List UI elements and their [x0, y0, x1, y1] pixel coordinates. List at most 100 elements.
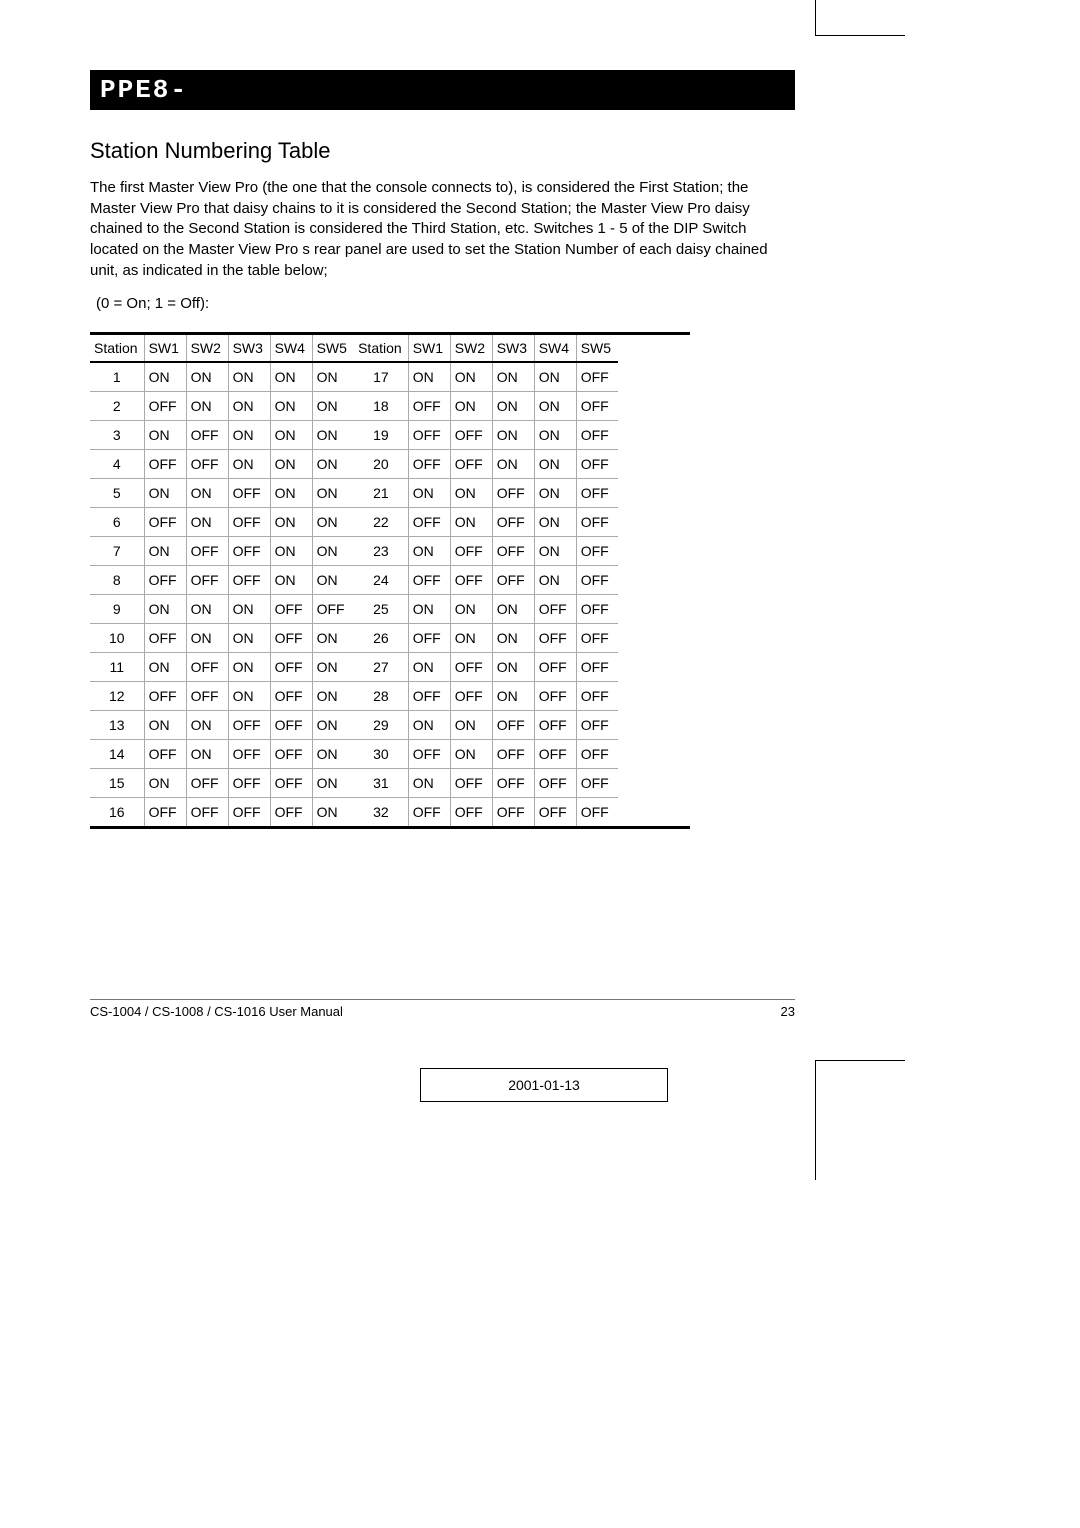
switch-cell: OFF	[450, 769, 492, 798]
switch-cell: OFF	[492, 479, 534, 508]
switch-cell: ON	[450, 479, 492, 508]
switch-cell: OFF	[228, 566, 270, 595]
switch-cell: ON	[408, 537, 450, 566]
switch-cell: ON	[270, 537, 312, 566]
table-header-row: Station SW1 SW2 SW3 SW4 SW5	[90, 335, 354, 362]
switch-cell: OFF	[144, 566, 186, 595]
station-cell: 8	[90, 566, 144, 595]
station-cell: 5	[90, 479, 144, 508]
switch-cell: ON	[228, 450, 270, 479]
crop-mark-bottom-right	[815, 1060, 905, 1180]
switch-cell: OFF	[408, 624, 450, 653]
switch-cell: ON	[312, 508, 354, 537]
switch-cell: OFF	[270, 653, 312, 682]
switch-cell: ON	[534, 362, 576, 392]
station-cell: 31	[354, 769, 408, 798]
switch-cell: OFF	[186, 653, 228, 682]
station-cell: 16	[90, 798, 144, 827]
table-row: 16OFFOFFOFFOFFON	[90, 798, 354, 827]
body-paragraph: The first Master View Pro (the one that …	[90, 178, 795, 281]
switch-cell: ON	[492, 450, 534, 479]
table-row: 26OFFONONOFFOFF	[354, 624, 618, 653]
switch-cell: OFF	[186, 421, 228, 450]
switch-cell: ON	[312, 362, 354, 392]
table-row: 4OFFOFFONONON	[90, 450, 354, 479]
switch-cell: ON	[312, 624, 354, 653]
switch-cell: ON	[408, 653, 450, 682]
switch-table-right: Station SW1 SW2 SW3 SW4 SW5 17ONONONONOF…	[354, 335, 618, 826]
station-cell: 15	[90, 769, 144, 798]
switch-cell: ON	[312, 682, 354, 711]
switch-cell: ON	[270, 392, 312, 421]
switch-cell: OFF	[576, 798, 618, 827]
table-row: 28OFFOFFONOFFOFF	[354, 682, 618, 711]
switch-cell: OFF	[576, 653, 618, 682]
switch-cell: ON	[144, 595, 186, 624]
table-row: 17ONONONONOFF	[354, 362, 618, 392]
switch-cell: ON	[270, 508, 312, 537]
table-row: 6OFFONOFFONON	[90, 508, 354, 537]
switch-cell: ON	[186, 392, 228, 421]
table-row: 3ONOFFONONON	[90, 421, 354, 450]
table-row: 29ONONOFFOFFOFF	[354, 711, 618, 740]
col-header: SW3	[228, 335, 270, 362]
switch-cell: OFF	[228, 711, 270, 740]
switch-cell: OFF	[144, 682, 186, 711]
switch-cell: ON	[534, 479, 576, 508]
switch-cell: ON	[492, 653, 534, 682]
col-header: SW4	[534, 335, 576, 362]
switch-cell: ON	[312, 537, 354, 566]
table-row: 30OFFONOFFOFFOFF	[354, 740, 618, 769]
switch-cell: OFF	[186, 537, 228, 566]
station-cell: 21	[354, 479, 408, 508]
switch-cell: OFF	[576, 421, 618, 450]
switch-cell: OFF	[534, 624, 576, 653]
switch-tables: Station SW1 SW2 SW3 SW4 SW5 1ONONONONON 2…	[90, 332, 690, 829]
station-cell: 27	[354, 653, 408, 682]
switch-cell: OFF	[270, 769, 312, 798]
station-cell: 12	[90, 682, 144, 711]
switch-cell: ON	[534, 450, 576, 479]
date-box: 2001-01-13	[420, 1068, 668, 1102]
switch-cell: ON	[270, 362, 312, 392]
switch-cell: ON	[450, 711, 492, 740]
switch-cell: ON	[408, 711, 450, 740]
switch-cell: OFF	[270, 682, 312, 711]
switch-cell: OFF	[534, 740, 576, 769]
switch-cell: OFF	[534, 653, 576, 682]
switch-cell: ON	[186, 362, 228, 392]
page-footer: CS-1004 / CS-1008 / CS-1016 User Manual …	[90, 1000, 795, 1019]
table-row: 23ONOFFOFFONOFF	[354, 537, 618, 566]
table-row: 13ONONOFFOFFON	[90, 711, 354, 740]
switch-cell: ON	[492, 595, 534, 624]
switch-cell: OFF	[228, 508, 270, 537]
table-row: 15ONOFFOFFOFFON	[90, 769, 354, 798]
station-cell: 28	[354, 682, 408, 711]
switch-cell: ON	[534, 508, 576, 537]
table-row: 2OFFONONONON	[90, 392, 354, 421]
switch-cell: OFF	[492, 798, 534, 827]
switch-cell: ON	[312, 769, 354, 798]
switch-cell: ON	[312, 450, 354, 479]
col-header: Station	[90, 335, 144, 362]
station-cell: 6	[90, 508, 144, 537]
logo-text: PPE8-	[100, 75, 188, 105]
table-row: 1ONONONONON	[90, 362, 354, 392]
table-row: 8OFFOFFOFFONON	[90, 566, 354, 595]
col-header: SW4	[270, 335, 312, 362]
station-cell: 20	[354, 450, 408, 479]
section-heading: Station Numbering Table	[90, 138, 795, 164]
switch-cell: ON	[450, 362, 492, 392]
switch-cell: ON	[144, 769, 186, 798]
switch-cell: OFF	[186, 798, 228, 827]
switch-cell: OFF	[534, 798, 576, 827]
switch-cell: OFF	[408, 682, 450, 711]
station-cell: 14	[90, 740, 144, 769]
switch-cell: ON	[186, 508, 228, 537]
station-cell: 10	[90, 624, 144, 653]
switch-cell: OFF	[186, 566, 228, 595]
switch-cell: OFF	[492, 769, 534, 798]
table-header-row: Station SW1 SW2 SW3 SW4 SW5	[354, 335, 618, 362]
switch-cell: OFF	[450, 653, 492, 682]
switch-cell: ON	[270, 566, 312, 595]
